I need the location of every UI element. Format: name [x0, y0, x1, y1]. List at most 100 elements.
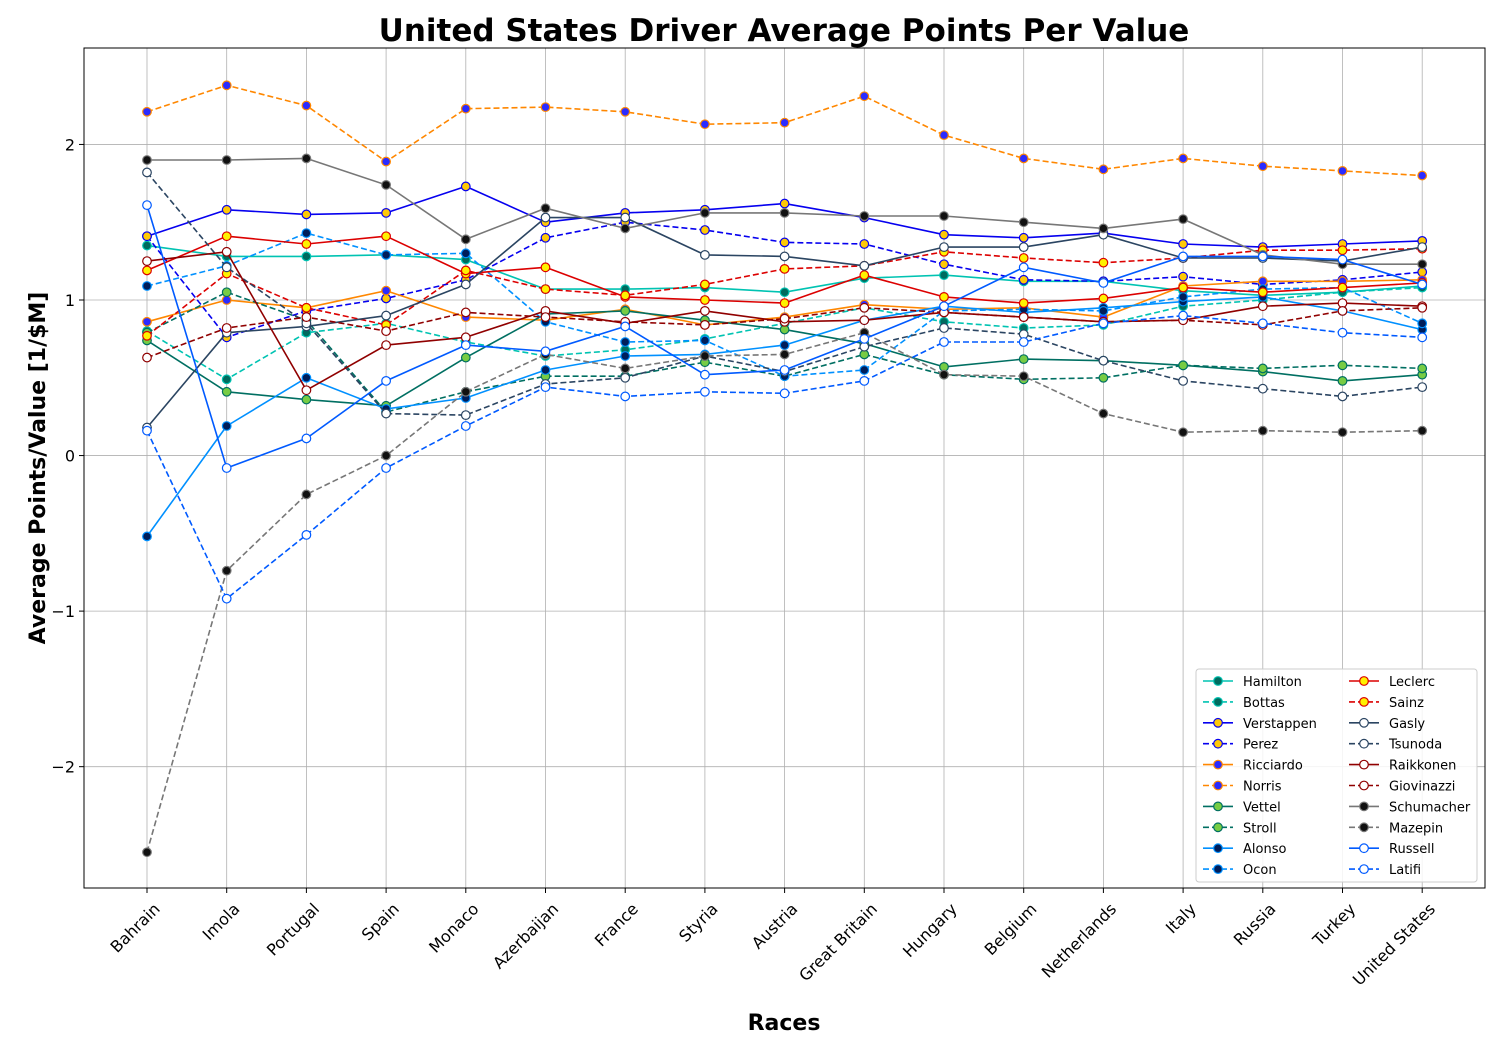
data-point [221, 80, 232, 91]
data-point [460, 410, 471, 421]
data-point [460, 265, 471, 276]
x-tick-label: United States [1349, 899, 1439, 989]
legend-box [1195, 668, 1478, 883]
data-point [620, 223, 631, 234]
data-point [460, 386, 471, 397]
series-mazepin [142, 327, 1428, 858]
data-point [381, 249, 392, 260]
legend-label: Hamilton [1243, 675, 1302, 690]
y-axis-ticks: −2 −1 0 1 2 [51, 135, 84, 777]
legend-label: Tsunoda [1388, 738, 1442, 753]
data-point [221, 323, 232, 333]
series-latifi [142, 310, 1428, 604]
legend-label: Giovinazzi [1389, 780, 1455, 795]
data-point [1337, 305, 1348, 316]
x-tick-label: Austria [748, 899, 801, 952]
series-sainz [142, 243, 1428, 341]
legend-label: Latifi [1389, 863, 1421, 878]
data-point [221, 593, 232, 604]
data-point [1018, 298, 1029, 309]
chart-title: United States Driver Average Points Per … [379, 13, 1190, 49]
data-point [700, 335, 710, 346]
data-point [859, 270, 870, 281]
data-point [1018, 262, 1029, 273]
series-russell [142, 200, 1428, 473]
data-point [700, 319, 710, 330]
data-point [1178, 360, 1188, 371]
data-point [142, 316, 152, 327]
data-point [381, 156, 392, 167]
data-point [700, 279, 710, 290]
data-point [779, 263, 790, 274]
data-point [381, 310, 392, 321]
data-point [540, 102, 551, 113]
data-point [1018, 371, 1029, 382]
data-point [1098, 257, 1109, 268]
data-point [859, 260, 870, 271]
data-point [779, 287, 790, 298]
data-point [700, 225, 710, 235]
data-point [142, 265, 152, 276]
data-point [460, 234, 471, 245]
x-tick-label: Portugal [263, 899, 323, 959]
legend-item: Schumacher [1349, 800, 1471, 815]
data-point [301, 394, 312, 405]
data-point [381, 450, 392, 461]
x-tick-label: Spain [358, 899, 403, 944]
data-point [460, 181, 471, 192]
data-point [1098, 355, 1109, 366]
x-tick-label: Azerbaijan [489, 899, 562, 972]
legend-label: Gasly [1389, 717, 1425, 732]
data-point [460, 279, 471, 290]
data-point [620, 305, 631, 316]
data-point [1257, 301, 1268, 312]
legend-label: Verstappen [1243, 717, 1317, 732]
data-point [142, 167, 152, 178]
data-point [142, 106, 152, 117]
data-point [620, 372, 631, 383]
data-point [1178, 427, 1188, 438]
data-point [1098, 305, 1109, 316]
data-point [779, 313, 790, 324]
data-point [381, 326, 392, 337]
data-point [620, 337, 631, 347]
legend-marker [1359, 717, 1369, 728]
legend-marker [1213, 676, 1223, 686]
legend-marker [1359, 801, 1369, 812]
data-point [460, 340, 471, 351]
data-point [620, 106, 631, 117]
x-tick-label: Imola [199, 899, 244, 944]
data-point [1417, 170, 1428, 181]
x-tick-label: France [591, 899, 642, 950]
y-axis-label: Average Points/Value [1/$M] [26, 292, 51, 645]
legend-marker [1213, 864, 1223, 874]
data-point [939, 337, 949, 347]
data-point [381, 285, 392, 296]
data-point [301, 251, 312, 262]
data-point [939, 323, 949, 333]
data-point [142, 200, 152, 211]
data-point [1337, 391, 1348, 402]
data-point [540, 365, 551, 375]
series-vettel [142, 305, 1428, 411]
data-point [700, 386, 710, 397]
data-point [859, 239, 870, 249]
data-point [1257, 251, 1268, 262]
legend-item: Leclerc [1349, 675, 1435, 690]
legend-label: Vettel [1243, 800, 1281, 815]
data-point [859, 211, 870, 221]
data-point [221, 374, 232, 385]
legend-item: Tsunoda [1349, 738, 1442, 753]
data-point [1337, 375, 1348, 386]
data-point [142, 231, 152, 242]
legend-label: Schumacher [1389, 800, 1471, 815]
data-point [1098, 372, 1109, 383]
data-point [939, 130, 949, 141]
series-layer [142, 80, 1428, 858]
legend-marker [1213, 780, 1223, 791]
data-point [1417, 302, 1428, 313]
y-tick-label: 0 [65, 447, 75, 466]
data-point [1098, 277, 1109, 288]
data-point [540, 382, 551, 393]
data-point [540, 346, 551, 357]
